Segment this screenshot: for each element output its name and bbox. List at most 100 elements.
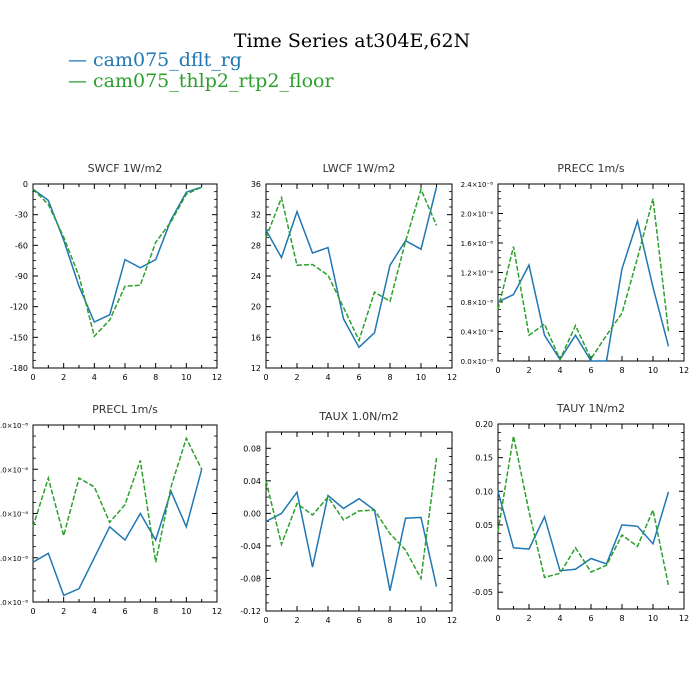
legend: — cam075_dflt_rg — cam075_thlp2_rtp2_floor [68,50,334,92]
figure-title-text: Time Series at304E,62N [233,30,471,52]
x-tick-label: 2 [294,616,299,625]
x-tick-label: 12 [679,614,689,623]
x-tick-label: 2 [526,614,531,623]
y-tick-label: 0.00 [243,509,261,518]
y-tick-label: 0.08 [243,444,261,453]
x-tick-label: 10 [416,616,426,625]
x-tick-label: 10 [181,373,191,382]
plot-frame [497,423,685,610]
x-tick-label: 6 [356,616,361,625]
x-tick-label: 2 [61,373,66,382]
x-tick-label: 12 [212,373,222,382]
y-tick-label: 32 [251,211,261,220]
x-tick-label: 2 [526,366,531,375]
x-tick-label: 12 [447,373,457,382]
y-tick-label: 1.6×10⁻⁸ [461,240,494,248]
x-tick-label: 6 [122,607,127,616]
series-line-2 [32,186,203,338]
y-tick-label: 4.0×10⁻⁸ [0,466,28,474]
legend-item-series-2: — cam075_thlp2_rtp2_floor [68,71,334,92]
y-tick-label: 20 [251,303,261,312]
y-tick-label: 28 [251,241,261,250]
figure-title: Time Series at304E,62N [0,30,700,52]
x-tick-label: 8 [619,366,624,375]
x-tick-label: 0 [263,616,268,625]
legend-label: cam075_dflt_rg [93,49,242,71]
y-tick-label: 5.0×10⁻⁸ [0,422,28,430]
x-tick-label: 8 [387,616,392,625]
x-tick-label: 0 [30,373,35,382]
panel-title: TAUX 1.0N/m2 [318,410,399,423]
y-tick-label: 2.4×10⁻⁸ [461,181,494,189]
panel-title: SWCF 1W/m2 [88,162,163,175]
y-tick-label: -0.05 [472,588,493,597]
x-tick-label: 4 [92,373,97,382]
x-tick-label: 2 [61,607,66,616]
legend-item-series-1: — cam075_dflt_rg [68,50,334,71]
y-tick-label: 0 [23,180,28,189]
x-tick-label: 6 [588,366,593,375]
y-tick-label: 0.8×10⁻⁸ [461,299,494,307]
x-tick-label: 6 [588,614,593,623]
plot-frame [32,183,218,369]
legend-dash-icon: — [68,70,87,92]
chart-panel-5: TAUX 1.0N/m2 0 2 4 6 8 10 12 0.08 0.04 0.00 -0.04 -0… [240,410,457,625]
x-tick-label: 8 [153,607,158,616]
x-tick-label: 4 [92,607,97,616]
series-line-1 [32,186,202,324]
y-tick-label: -0.12 [240,607,261,616]
x-tick-label: 10 [648,366,658,375]
y-tick-label: 24 [251,272,261,281]
y-tick-label: -30 [15,211,28,220]
y-tick-label: 0.05 [475,521,493,530]
y-tick-label: 16 [251,333,261,342]
y-tick-label: -180 [10,364,28,373]
y-tick-label: 1.0×10⁻⁸ [0,599,28,607]
series-line-2 [497,198,670,362]
x-tick-label: 8 [619,614,624,623]
series-line-2 [497,435,670,586]
chart-panel-1: SWCF 1W/m2 0 2 4 6 8 10 12 0 -30 -60 -90 -120 -150 -18… [10,162,222,382]
x-tick-label: 0 [495,614,500,623]
y-tick-label: 36 [251,180,261,189]
y-tick-label: -60 [15,241,28,250]
chart-panel-3: PRECC 1m/s 0 2 4 6 8 10 12 0.0×10⁻⁸ 0.4×10⁻⁸ 0.8×1… [461,162,690,375]
y-tick-label: -0.04 [240,542,261,551]
x-tick-label: 6 [122,373,127,382]
x-tick-label: 10 [648,614,658,623]
x-tick-label: 8 [153,373,158,382]
y-tick-label: -150 [10,333,28,342]
x-tick-label: 0 [495,366,500,375]
series-line-2 [32,436,203,563]
y-tick-label: 2.0×10⁻⁸ [461,211,494,219]
y-tick-label: 3.0×10⁻⁸ [0,511,28,519]
x-tick-label: 12 [679,366,689,375]
panel-title: LWCF 1W/m2 [323,162,396,175]
y-tick-label: 12 [251,364,261,373]
x-tick-label: 12 [212,607,222,616]
series-line-2 [265,187,438,343]
y-tick-label: -0.08 [240,574,261,583]
x-tick-label: 2 [294,373,299,382]
y-tick-label: 1.2×10⁻⁸ [461,270,494,278]
y-tick-label: 0.0×10⁻⁸ [461,358,494,366]
series-line-1 [265,186,438,349]
x-tick-label: 0 [30,607,35,616]
plot-frame [265,431,453,612]
chart-panel-4: PRECL 1m/s 0 2 4 6 8 10 12 1.0×10⁻⁸ 2.0×10⁻⁸ 3.0×1… [0,403,222,616]
x-tick-label: 4 [325,616,330,625]
chart-panel-6: TAUY 1N/m2 0 2 4 6 8 10 12 0.20 0.15 0.10 0.05 0.00 -… [472,402,689,623]
y-tick-label: -90 [15,272,28,281]
legend-label: cam075_thlp2_rtp2_floor [93,70,334,92]
x-tick-label: 10 [416,373,426,382]
x-tick-label: 12 [447,616,457,625]
legend-line-icon: — [68,49,87,71]
x-tick-label: 4 [557,614,562,623]
y-tick-label: 0.00 [475,555,493,564]
series-line-1 [497,491,670,572]
x-tick-label: 10 [181,607,191,616]
x-tick-label: 4 [557,366,562,375]
panel-title: TAUY 1N/m2 [556,402,625,415]
series-line-1 [265,490,438,591]
